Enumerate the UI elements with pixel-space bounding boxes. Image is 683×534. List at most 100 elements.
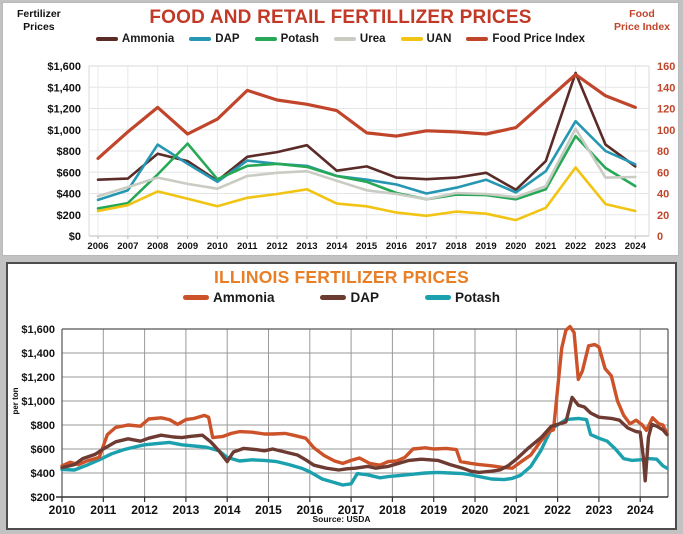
data-series-line <box>96 166 637 222</box>
tick-label: 2006 <box>87 241 108 252</box>
tick-label: 2013 <box>173 503 200 517</box>
tick-label: 2020 <box>462 503 489 517</box>
tick-label: 2012 <box>267 241 288 252</box>
tick-label: $1,000 <box>21 396 55 408</box>
tick-label: 2007 <box>117 241 138 252</box>
tick-label: 140 <box>657 82 675 94</box>
tick-label: 2023 <box>595 241 616 252</box>
data-series-line <box>96 71 637 192</box>
tick-label: 100 <box>657 125 675 137</box>
tick-label: 2010 <box>207 241 228 252</box>
tick-label: 2015 <box>356 241 378 252</box>
food-retail-chart-panel: Fertilizer Prices FOOD AND RETAIL FERTIL… <box>2 2 679 256</box>
data-series-line <box>96 127 637 201</box>
legend-label: Urea <box>359 33 386 45</box>
tick-label: 2019 <box>475 241 496 252</box>
food-retail-legend-item: DAP <box>189 33 240 45</box>
data-series-line <box>96 134 637 210</box>
data-series-line <box>60 416 669 487</box>
tick-label: $600 <box>57 167 81 179</box>
food-retail-legend-item: Potash <box>254 33 319 45</box>
tick-label: per ton <box>11 387 20 414</box>
tick-label: $1,000 <box>47 125 81 137</box>
tick-label: $400 <box>57 189 81 201</box>
illinois-legend-item: Ammonia <box>182 290 275 305</box>
legend-swatch <box>254 37 277 41</box>
data-series-line <box>96 72 637 160</box>
tick-label: $1,400 <box>47 82 81 94</box>
food-retail-legend-item: Food Price Index <box>466 33 585 45</box>
tick-label: 120 <box>657 104 675 116</box>
tick-label: $800 <box>31 420 55 432</box>
legend-label: UAN <box>426 33 452 45</box>
legend-label: Potash <box>455 290 501 305</box>
right-axis-title-line1: Food <box>629 8 655 20</box>
legend-label: Food Price Index <box>492 33 586 45</box>
tick-label: 2021 <box>535 241 557 252</box>
tick-label: 2023 <box>586 503 613 517</box>
legend-swatch <box>182 295 209 300</box>
tick-label: 20 <box>657 210 669 222</box>
tick-label: 2016 <box>296 503 323 517</box>
illinois-legend-item: DAP <box>320 290 379 305</box>
illinois-legend: Ammonia DAP Potash <box>8 290 675 305</box>
tick-label: 2020 <box>505 241 526 252</box>
food-retail-line-chart: $0 $200 $400 $600 $800 $1,000 $1,200 $1,400 $1,6… <box>47 61 675 252</box>
tick-label: $1,600 <box>47 61 81 73</box>
tick-label: $1,400 <box>21 348 55 360</box>
legend-swatch <box>425 295 451 300</box>
tick-label: 2017 <box>416 241 437 252</box>
tick-label: 2011 <box>237 241 258 252</box>
illinois-chart-title: ILLINOIS FERTILIZER PRICES <box>213 267 470 287</box>
tick-label: 80 <box>657 146 669 158</box>
tick-label: $1,200 <box>47 104 81 116</box>
tick-label: $200 <box>31 492 55 504</box>
legend-swatch <box>320 295 347 300</box>
illinois-chart-panel: ILLINOIS FERTILIZER PRICES Ammonia DAP Pot… <box>6 262 677 530</box>
tick-label: 2009 <box>177 241 198 252</box>
food-retail-legend-item: Urea <box>333 33 386 45</box>
legend-swatch <box>189 37 212 41</box>
food-retail-legend-item: UAN <box>400 33 452 45</box>
illinois-line-chart: $200 $400 $600 $800 $1,000 $1,200 $1,400 $1,600… <box>11 324 669 517</box>
tick-label: 2011 <box>90 503 116 517</box>
legend-swatch <box>95 37 118 41</box>
data-series-line <box>60 395 669 483</box>
legend-label: Ammonia <box>212 290 275 305</box>
tick-label: 2013 <box>296 241 317 252</box>
tick-label: 2019 <box>420 503 447 517</box>
tick-label: 2022 <box>544 503 571 517</box>
legend-swatch <box>466 37 489 41</box>
tick-label: 2010 <box>49 503 76 517</box>
legend-label: Ammonia <box>121 33 175 45</box>
right-axis-title: Food Price Index <box>614 8 670 33</box>
food-retail-legend: Ammonia DAP Potash Urea UAN Food Price Index <box>3 33 678 45</box>
tick-label: 2017 <box>338 503 365 517</box>
tick-label: 2024 <box>627 503 654 517</box>
right-axis-title-line2: Price Index <box>613 20 670 33</box>
tick-label: 2018 <box>379 503 406 517</box>
food-retail-chart-title: FOOD AND RETAIL FERTILLIZER PRICES <box>149 7 532 28</box>
tick-label: 60 <box>657 167 669 179</box>
food-retail-legend-item: Ammonia <box>95 33 175 45</box>
tick-label: 2024 <box>625 241 647 252</box>
legend-swatch <box>400 37 423 41</box>
illinois-legend-item: Potash <box>425 290 500 305</box>
legend-label: DAP <box>215 33 240 45</box>
tick-label: 2022 <box>565 241 586 252</box>
tick-label: $800 <box>57 146 81 158</box>
left-axis-title: Fertilizer Prices <box>17 8 61 33</box>
tick-label: 2016 <box>386 241 407 252</box>
tick-label: 2008 <box>147 241 168 252</box>
tick-label: 2015 <box>255 503 282 517</box>
tick-label: 0 <box>657 231 663 243</box>
tick-label: 40 <box>657 189 669 201</box>
data-series-line <box>60 324 669 470</box>
tick-label: 2012 <box>131 503 158 517</box>
tick-label: 2018 <box>446 241 467 252</box>
legend-swatch <box>333 37 356 41</box>
tick-label: 2014 <box>214 503 241 517</box>
legend-label: DAP <box>350 290 379 305</box>
source-note: Source: USDA <box>312 514 371 524</box>
